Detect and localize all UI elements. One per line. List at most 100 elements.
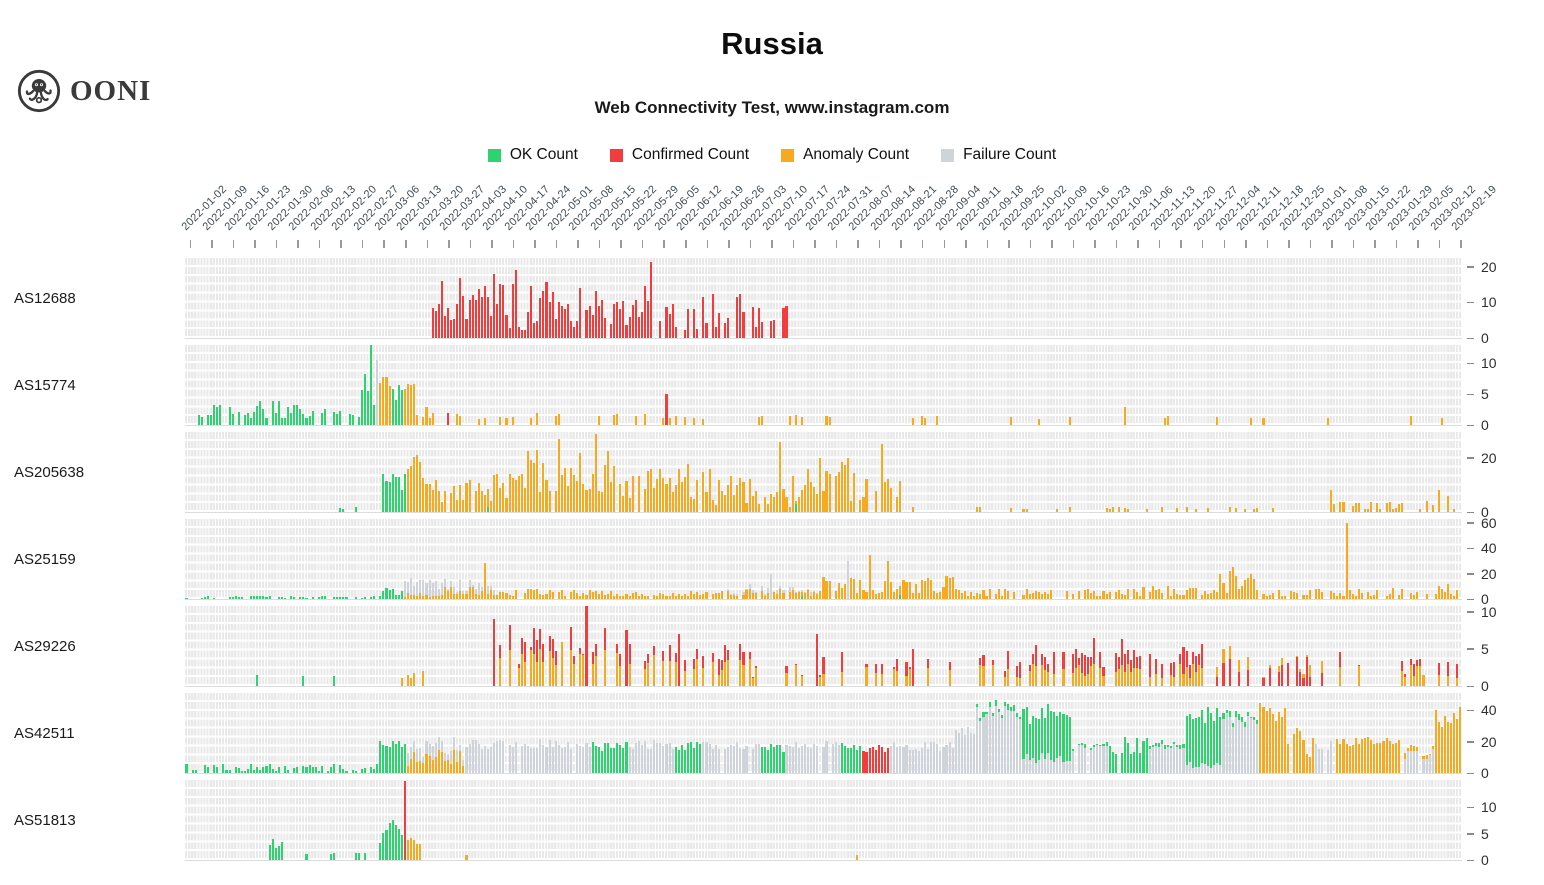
bar-ok[interactable] (311, 596, 314, 599)
bar-ok[interactable] (800, 596, 803, 599)
bar-confirmed[interactable] (567, 304, 570, 338)
bar-confirmed[interactable] (1016, 666, 1019, 677)
bar-ok[interactable] (850, 748, 853, 773)
bar-anomaly[interactable] (1200, 667, 1203, 686)
bar-ok[interactable] (259, 769, 262, 773)
bar-confirmed[interactable] (450, 320, 453, 338)
bar-anomaly[interactable] (727, 485, 730, 512)
bar-ok[interactable] (360, 390, 363, 425)
bar-anomaly[interactable] (1440, 418, 1443, 425)
bar-anomaly[interactable] (659, 593, 662, 599)
bar-anomaly[interactable] (1068, 507, 1071, 512)
bar-failure[interactable] (742, 592, 745, 595)
bar-anomaly[interactable] (1376, 742, 1379, 773)
bar-anomaly[interactable] (1293, 592, 1296, 599)
bar-anomaly[interactable] (683, 476, 687, 512)
bar-ok[interactable] (256, 596, 259, 599)
bar-anomaly[interactable] (883, 581, 887, 599)
bar-failure[interactable] (465, 746, 468, 773)
bar-failure[interactable] (1034, 762, 1037, 773)
bar-anomaly[interactable] (733, 495, 736, 512)
bar-anomaly[interactable] (896, 496, 899, 512)
bar-confirmed[interactable] (1185, 650, 1188, 668)
bar-ok[interactable] (385, 588, 388, 599)
bar-anomaly[interactable] (407, 674, 410, 686)
bar-anomaly[interactable] (576, 480, 579, 512)
bar-failure[interactable] (973, 733, 976, 773)
bar-anomaly[interactable] (1025, 589, 1028, 599)
bar-confirmed[interactable] (477, 289, 480, 338)
bar-ok[interactable] (859, 745, 862, 773)
bar-failure[interactable] (905, 744, 908, 773)
bar-ok[interactable] (354, 597, 357, 599)
bar-anomaly[interactable] (403, 388, 407, 425)
bar-ok[interactable] (345, 770, 348, 773)
bar-anomaly[interactable] (810, 482, 813, 512)
bar-failure[interactable] (477, 744, 480, 773)
bar-confirmed[interactable] (493, 619, 496, 686)
bar-anomaly[interactable] (643, 668, 647, 686)
bar-anomaly[interactable] (1083, 590, 1087, 599)
bar-anomaly[interactable] (1348, 590, 1351, 599)
bar-failure[interactable] (834, 742, 837, 773)
bar-failure[interactable] (443, 578, 447, 587)
bar-anomaly[interactable] (407, 766, 410, 773)
bar-anomaly[interactable] (1188, 587, 1191, 599)
bar-anomaly[interactable] (456, 499, 459, 512)
bar-failure[interactable] (1191, 767, 1194, 773)
bar-failure[interactable] (536, 747, 539, 773)
bar-anomaly[interactable] (988, 588, 991, 599)
bar-failure[interactable] (456, 749, 459, 763)
bar-ok[interactable] (277, 401, 280, 425)
bar-anomaly[interactable] (1163, 418, 1167, 425)
bar-anomaly[interactable] (505, 417, 508, 425)
bar-confirmed[interactable] (523, 329, 527, 338)
bar-failure[interactable] (736, 741, 739, 773)
bar-anomaly[interactable] (1330, 490, 1333, 512)
bar-confirmed[interactable] (723, 645, 727, 662)
bar-ok[interactable] (767, 750, 770, 773)
bar-ok[interactable] (1127, 742, 1130, 773)
bar-anomaly[interactable] (483, 494, 487, 512)
bar-anomaly[interactable] (443, 490, 447, 512)
bar-anomaly[interactable] (576, 593, 579, 599)
bar-failure[interactable] (960, 727, 963, 773)
bar-ok[interactable] (250, 763, 253, 773)
bar-confirmed[interactable] (739, 293, 742, 338)
bar-anomaly[interactable] (422, 596, 425, 599)
bar-ok[interactable] (607, 742, 610, 773)
bar-anomaly[interactable] (788, 415, 791, 425)
bar-anomaly[interactable] (536, 661, 539, 686)
bar-anomaly[interactable] (1388, 502, 1391, 512)
bar-anomaly[interactable] (822, 673, 825, 686)
bar-ok[interactable] (1013, 704, 1016, 711)
bar-anomaly[interactable] (1105, 593, 1108, 599)
bar-failure[interactable] (1197, 766, 1200, 773)
bar-anomaly[interactable] (742, 594, 745, 599)
bar-confirmed[interactable] (551, 292, 554, 338)
bar-anomaly[interactable] (1256, 590, 1259, 599)
bar-failure[interactable] (1160, 743, 1163, 773)
bar-anomaly[interactable] (1403, 676, 1407, 686)
bar-anomaly[interactable] (674, 596, 677, 599)
bar-failure[interactable] (551, 747, 554, 773)
bar-anomaly[interactable] (1120, 594, 1123, 599)
bar-anomaly[interactable] (970, 591, 973, 599)
bar-failure[interactable] (459, 580, 462, 591)
bar-failure[interactable] (803, 744, 807, 773)
bar-anomaly[interactable] (483, 563, 487, 599)
bar-failure[interactable] (428, 744, 431, 757)
bar-anomaly[interactable] (407, 383, 410, 425)
bar-anomaly[interactable] (607, 451, 610, 512)
bar-anomaly[interactable] (1237, 588, 1240, 599)
bar-failure[interactable] (474, 589, 477, 594)
bar-ok[interactable] (400, 746, 403, 773)
bar-anomaly[interactable] (530, 459, 533, 512)
bar-confirmed[interactable] (883, 752, 887, 773)
bar-failure[interactable] (914, 748, 917, 773)
bar-confirmed[interactable] (447, 308, 450, 338)
bar-anomaly[interactable] (1068, 417, 1071, 425)
bar-ok[interactable] (1142, 741, 1145, 773)
bar-anomaly[interactable] (1277, 590, 1280, 599)
bar-anomaly[interactable] (871, 589, 874, 599)
